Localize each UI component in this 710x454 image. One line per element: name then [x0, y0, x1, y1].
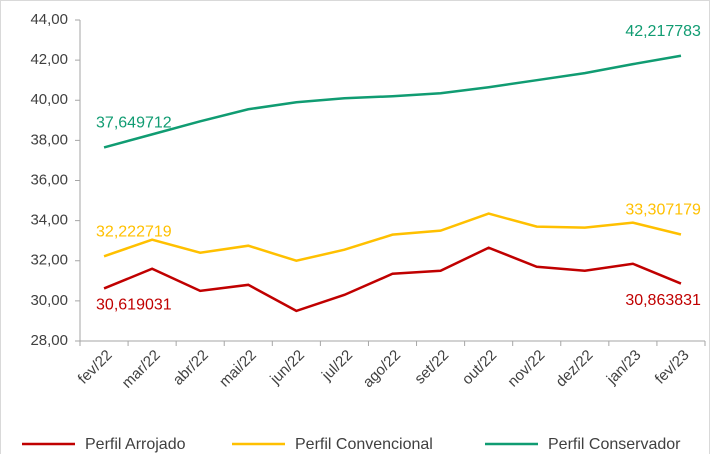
x-tick-label: dez/22 — [553, 347, 597, 391]
y-tick-label: 42,00 — [30, 51, 68, 68]
y-tick-label: 30,00 — [30, 292, 68, 309]
x-tick-label: abr/22 — [170, 347, 212, 389]
x-tick-label: mai/22 — [216, 347, 260, 391]
line-series — [103, 212, 682, 263]
y-tick-label: 36,00 — [30, 171, 68, 188]
y-tick-label: 32,00 — [30, 252, 68, 269]
data-label: 30,619031 — [96, 297, 172, 314]
line-series — [103, 246, 682, 313]
x-tick-label: fev/22 — [75, 347, 116, 388]
y-tick-label: 38,00 — [30, 131, 68, 148]
line-series — [103, 54, 682, 149]
y-tick-label: 28,00 — [30, 332, 68, 349]
y-tick-label: 40,00 — [30, 91, 68, 108]
legend-label: Perfil Arrojado — [85, 436, 186, 453]
x-tick-label: out/22 — [459, 347, 501, 389]
x-tick-label: jan/23 — [603, 347, 645, 389]
data-label: 42,217783 — [625, 23, 701, 40]
x-tick-label: set/22 — [411, 347, 452, 388]
legend-label: Perfil Conservador — [548, 436, 681, 453]
x-tick-label: fev/23 — [652, 347, 693, 388]
x-tick-label: nov/22 — [504, 347, 548, 391]
data-label: 37,649712 — [96, 115, 172, 132]
data-label: 30,863831 — [625, 292, 701, 309]
data-label: 33,307179 — [625, 202, 701, 219]
x-tick-label: ago/22 — [360, 347, 404, 391]
y-tick-label: 44,00 — [30, 11, 68, 28]
data-label: 32,222719 — [96, 224, 172, 241]
x-tick-label: mar/22 — [119, 347, 164, 392]
y-tick-label: 34,00 — [30, 212, 68, 229]
x-tick-label: jul/22 — [318, 347, 356, 385]
x-tick-label: jun/22 — [266, 347, 308, 389]
legend-label: Perfil Convencional — [295, 436, 433, 453]
